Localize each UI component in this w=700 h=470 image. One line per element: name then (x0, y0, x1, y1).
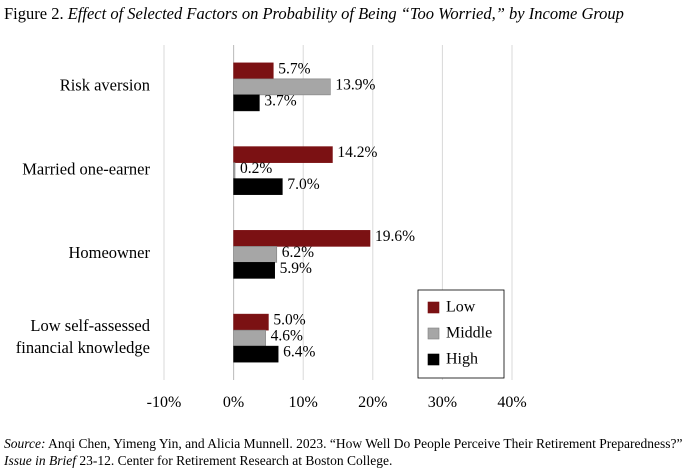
legend-swatch-middle (427, 327, 440, 340)
x-tick-label: 40% (497, 394, 526, 411)
source-text-before: Anqi Chen, Yimeng Yin, and Alicia Munnel… (45, 436, 683, 451)
bar-middle (233, 246, 278, 263)
x-axis-tick-labels: -10% 0% 10% 20% 30% 40% (147, 394, 527, 411)
legend-swatch-low (427, 301, 440, 314)
figure-label: Figure 2. (4, 4, 64, 23)
data-label: 5.0% (273, 312, 305, 329)
bars (233, 62, 371, 363)
bar-low (233, 62, 274, 80)
x-tick-label: 30% (428, 394, 457, 411)
source-text-after: 23-12. Center for Retirement Research at… (76, 453, 393, 468)
bar-low (233, 313, 269, 331)
data-label: 3.7% (264, 92, 296, 109)
data-label: 6.2% (282, 244, 314, 261)
data-label: 5.7% (278, 60, 310, 77)
bar-middle (233, 162, 236, 179)
category-label: Risk aversion (60, 76, 150, 95)
x-tick-label: 0% (223, 394, 244, 411)
legend-label-middle: Middle (446, 325, 492, 342)
x-tick-label: -10% (147, 394, 182, 411)
bar-high (233, 178, 283, 195)
x-tick-label: 20% (358, 394, 387, 411)
data-label: 5.9% (280, 260, 312, 277)
bar-high (233, 262, 275, 279)
data-label: 14.2% (337, 144, 377, 161)
data-label: 13.9% (335, 76, 375, 93)
source-label: Source: (4, 436, 46, 451)
category-label: Low self-assessed (30, 316, 150, 335)
bar-middle (233, 78, 331, 96)
source-note: Source: Anqi Chen, Yimeng Yin, and Alici… (4, 435, 694, 469)
bar-high (233, 345, 279, 363)
figure-title: Figure 2. Effect of Selected Factors on … (4, 4, 624, 24)
category-label: Homeowner (68, 243, 150, 262)
figure-title-text: Effect of Selected Factors on Probabilit… (67, 4, 624, 23)
category-label: financial knowledge (16, 338, 150, 357)
category-labels: Risk aversion Married one-earner Homeowner… (16, 76, 151, 357)
legend-label-low: Low (446, 299, 476, 316)
data-labels: 5.7% 13.9% 3.7% 14.2% 0.2% 7.0% 19.6% 6.2%5.9% 5… (240, 60, 415, 360)
data-label: 4.6% (271, 328, 303, 345)
legend-swatch-high (427, 353, 440, 366)
x-tick-label: 10% (289, 394, 318, 411)
bar-middle (233, 329, 266, 347)
bar-high (233, 94, 260, 112)
category-label: Married one-earner (22, 159, 150, 178)
data-label: 0.2% (240, 160, 272, 177)
data-label: 7.0% (287, 176, 319, 193)
source-publication: Issue in Brief (4, 453, 76, 468)
bar-low (233, 230, 371, 247)
data-label: 6.4% (283, 344, 315, 361)
legend-label-high: High (446, 351, 478, 368)
data-label: 19.6% (375, 228, 415, 245)
bar-low (233, 146, 333, 163)
legend: Low Middle High (417, 289, 505, 379)
